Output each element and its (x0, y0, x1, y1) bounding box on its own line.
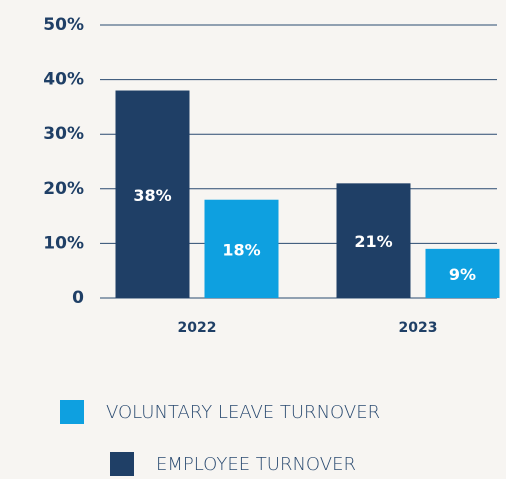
y-tick-label: 50% (43, 15, 84, 35)
x-tick-label: 2022 (178, 320, 217, 336)
bar (115, 90, 190, 299)
y-tick-label: 20% (43, 179, 84, 199)
value-label: 21% (354, 232, 392, 251)
y-tick-label: 0 (72, 288, 84, 308)
legend-swatch (60, 400, 84, 424)
bar (425, 248, 500, 298)
bar (336, 183, 411, 298)
legend-label: EMPLOYEE TURNOVER (156, 454, 356, 475)
legend-label: VOLUNTARY LEAVE TURNOVER (106, 402, 380, 423)
y-tick-label: 30% (43, 124, 84, 144)
bar (204, 199, 279, 298)
y-tick-label: 10% (43, 233, 84, 253)
legend-swatch (110, 452, 134, 476)
x-tick-label: 2023 (399, 320, 438, 336)
value-label: 9% (449, 265, 476, 284)
value-label: 18% (222, 240, 260, 259)
value-label: 38% (133, 186, 171, 205)
y-tick-label: 40% (43, 70, 84, 90)
